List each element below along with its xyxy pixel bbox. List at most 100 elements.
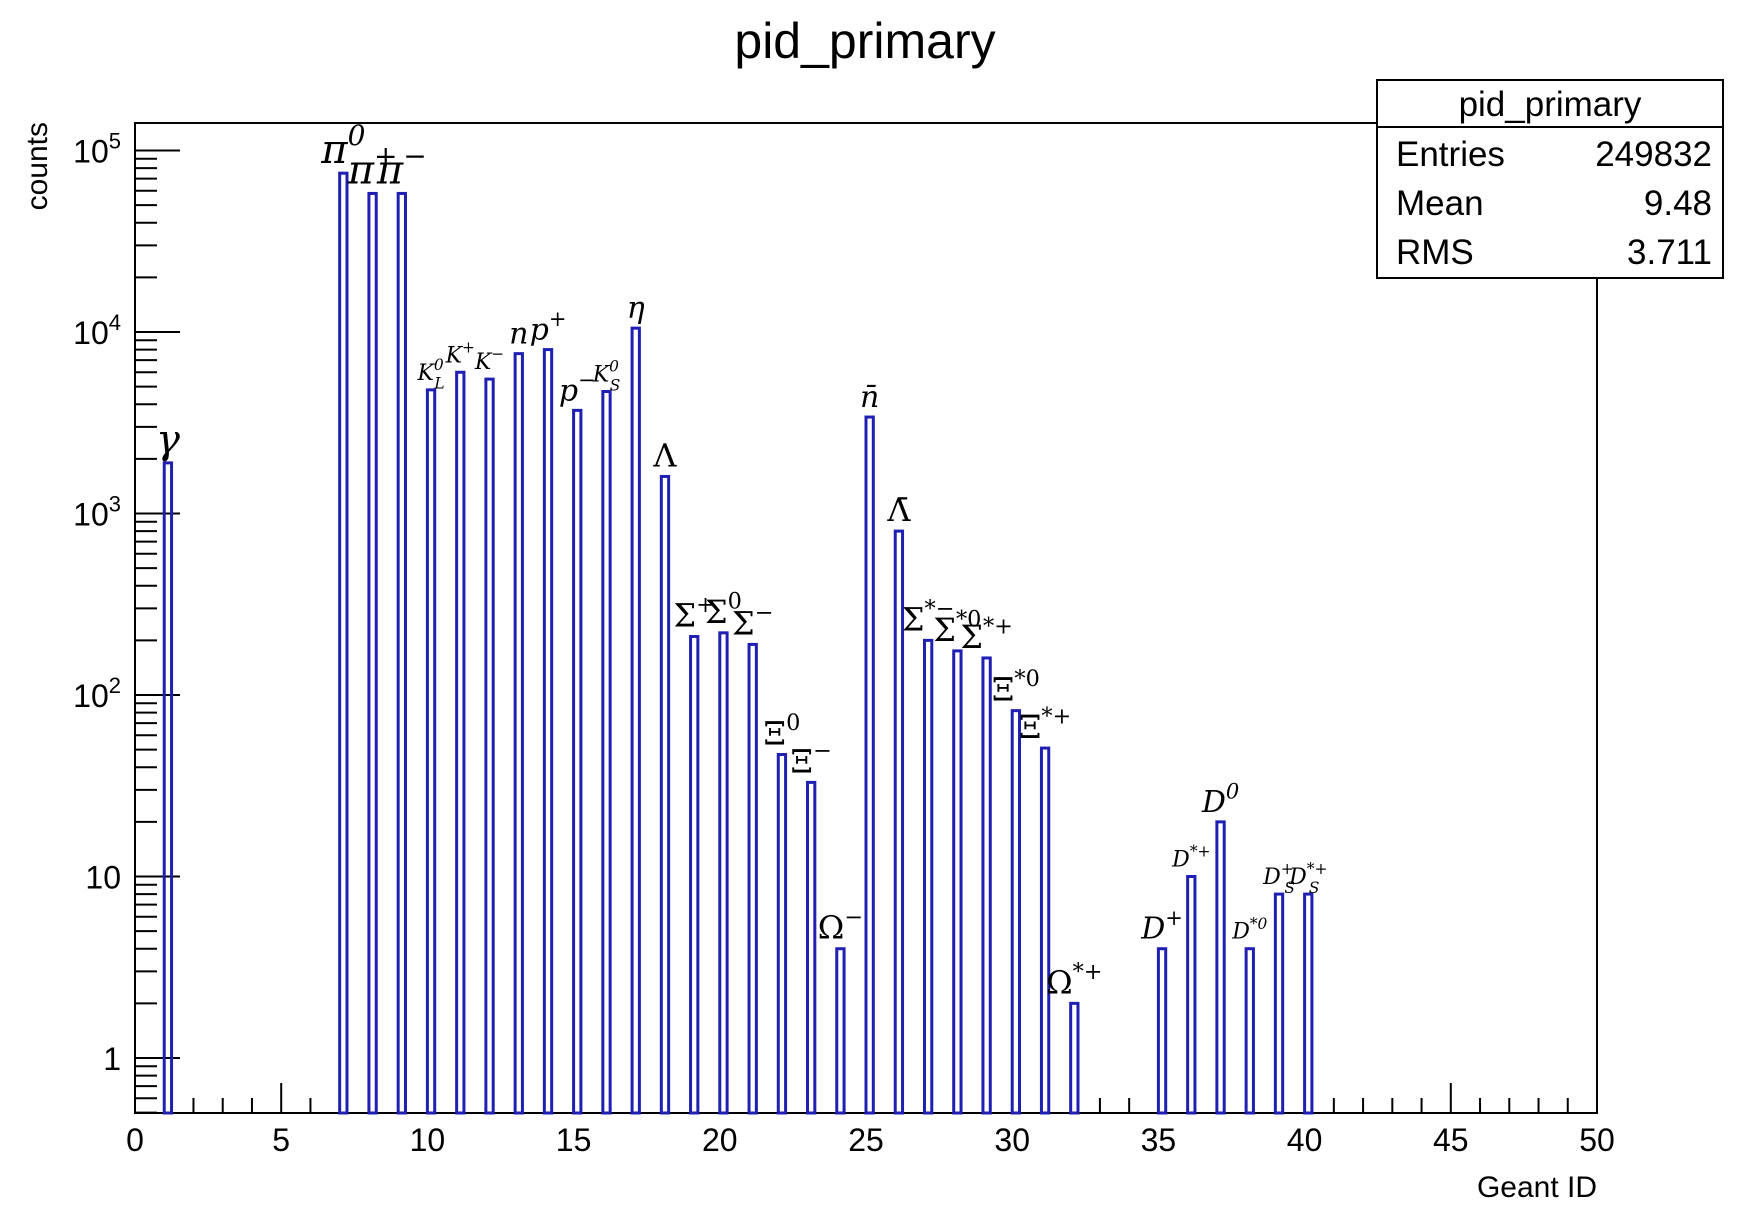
bar-label: π0 bbox=[320, 119, 365, 173]
bar bbox=[425, 388, 437, 1115]
stats-rms-value: 3.711 bbox=[1627, 233, 1712, 272]
bar bbox=[776, 753, 788, 1115]
bar bbox=[1244, 947, 1255, 1115]
bar-label: Ξ0 bbox=[764, 710, 801, 752]
y-tick-label: 1 bbox=[103, 1041, 121, 1077]
bar-label: Σ*0 bbox=[933, 606, 981, 648]
bar-label: Ω*+ bbox=[1046, 959, 1103, 1001]
x-tick-label: 35 bbox=[1141, 1122, 1177, 1158]
bar bbox=[455, 370, 466, 1115]
bar bbox=[572, 408, 583, 1115]
bar bbox=[513, 352, 524, 1115]
bar-label: Λ̄ bbox=[886, 491, 911, 529]
stats-entries-label: Entries bbox=[1396, 135, 1505, 174]
bar bbox=[1069, 1001, 1080, 1115]
bar-label: π+ bbox=[347, 139, 398, 193]
bar-label: K0 L bbox=[416, 356, 444, 393]
y-tick-label: 10 bbox=[85, 860, 121, 896]
bar-label: K+ bbox=[445, 338, 475, 368]
bar bbox=[659, 474, 671, 1115]
bar-label: Λ bbox=[652, 436, 677, 474]
bar bbox=[689, 635, 700, 1115]
y-tick-label: 103 bbox=[73, 492, 121, 533]
bar-label: K0 S bbox=[592, 358, 621, 395]
x-tick-label: 25 bbox=[848, 1122, 884, 1158]
chart-title: pid_primary bbox=[734, 13, 995, 69]
bar-label: D*0 bbox=[1231, 915, 1267, 945]
y-tick-label: 105 bbox=[73, 129, 121, 170]
stats-mean-value: 9.48 bbox=[1644, 184, 1712, 223]
bar-label: Ω− bbox=[818, 904, 863, 946]
bar bbox=[542, 348, 554, 1115]
bar-label: Ξ− bbox=[791, 738, 832, 780]
bar bbox=[1303, 892, 1314, 1115]
bar-label: Σ+ bbox=[674, 592, 715, 634]
x-tick-label: 45 bbox=[1433, 1122, 1469, 1158]
bar bbox=[1186, 875, 1197, 1115]
bar-label: n̄ bbox=[860, 380, 879, 415]
stats-box-frame bbox=[1376, 79, 1724, 279]
bar-label: n bbox=[509, 317, 528, 352]
bar-label: D+ S bbox=[1262, 860, 1295, 897]
stats-box-title: pid_primary bbox=[1459, 85, 1642, 124]
bar-label: Σ0 bbox=[705, 588, 742, 630]
bar bbox=[981, 656, 992, 1115]
bar bbox=[1156, 947, 1168, 1115]
bar-label: η bbox=[627, 291, 645, 326]
x-tick-label: 50 bbox=[1579, 1122, 1615, 1158]
bar bbox=[396, 191, 407, 1115]
x-tick-label: 5 bbox=[272, 1122, 290, 1158]
bar bbox=[835, 947, 846, 1115]
bar-label: D*+ S bbox=[1288, 860, 1327, 897]
bar-label: p− bbox=[559, 368, 596, 409]
x-tick-label: 0 bbox=[126, 1122, 144, 1158]
bar-label: K− bbox=[474, 345, 504, 375]
bar bbox=[367, 191, 378, 1115]
x-axis: 0 5 10 15 20 25 30 35 40 45 50 bbox=[126, 1083, 1615, 1158]
bar bbox=[1039, 746, 1051, 1115]
bar-label: Ξ*0 bbox=[992, 666, 1040, 708]
bar bbox=[747, 642, 758, 1115]
x-tick-label: 40 bbox=[1287, 1122, 1323, 1158]
bar bbox=[630, 326, 641, 1115]
bars bbox=[162, 171, 1314, 1115]
bar bbox=[922, 638, 934, 1115]
bar bbox=[718, 631, 729, 1115]
bar bbox=[1010, 709, 1022, 1115]
stats-box: pid_primary Entries 249832 Mean 9.48 RMS… bbox=[1376, 79, 1724, 279]
bar bbox=[484, 377, 495, 1115]
bar bbox=[162, 461, 174, 1115]
stats-rms-label: RMS bbox=[1396, 233, 1474, 272]
bar-label: Ξ*+ bbox=[1019, 704, 1071, 746]
stats-entries-value: 249832 bbox=[1595, 135, 1712, 174]
x-tick-label: 15 bbox=[556, 1122, 592, 1158]
bar-label: Σ− bbox=[732, 600, 773, 642]
bar bbox=[893, 529, 905, 1115]
bar-label: π− bbox=[376, 139, 427, 193]
bar bbox=[1215, 820, 1226, 1115]
y-tick-label: 102 bbox=[73, 673, 121, 714]
bar-labels: γ π0π+π− K0 LK+K−n p+ p−K0 S η Λ Σ+Σ0Σ− Ξ0Ξ− Ω− n̄ Λ̄… bbox=[156, 119, 1327, 1001]
bar-label: p+ bbox=[530, 307, 567, 348]
bar-label: Σ*+ bbox=[960, 614, 1013, 656]
bar-label: Σ*− bbox=[902, 596, 955, 638]
bar bbox=[338, 171, 349, 1115]
bar bbox=[1273, 892, 1285, 1115]
bar bbox=[806, 780, 817, 1115]
y-axis: 1 10 102 103 104 105 bbox=[73, 129, 180, 1114]
x-axis-label: Geant ID bbox=[1477, 1171, 1597, 1204]
x-tick-label: 30 bbox=[994, 1122, 1030, 1158]
bar bbox=[952, 649, 963, 1115]
bar bbox=[601, 390, 612, 1115]
bar-label: D*+ bbox=[1171, 843, 1210, 873]
bar bbox=[864, 415, 875, 1115]
bar-label: γ bbox=[156, 417, 180, 463]
y-axis-label: counts bbox=[21, 122, 54, 210]
x-tick-label: 20 bbox=[702, 1122, 738, 1158]
y-tick-label: 104 bbox=[73, 310, 121, 351]
x-tick-label: 10 bbox=[410, 1122, 446, 1158]
bar-label: D+ bbox=[1140, 906, 1183, 947]
bar-label: D0 bbox=[1201, 779, 1239, 820]
stats-mean-label: Mean bbox=[1396, 184, 1484, 223]
